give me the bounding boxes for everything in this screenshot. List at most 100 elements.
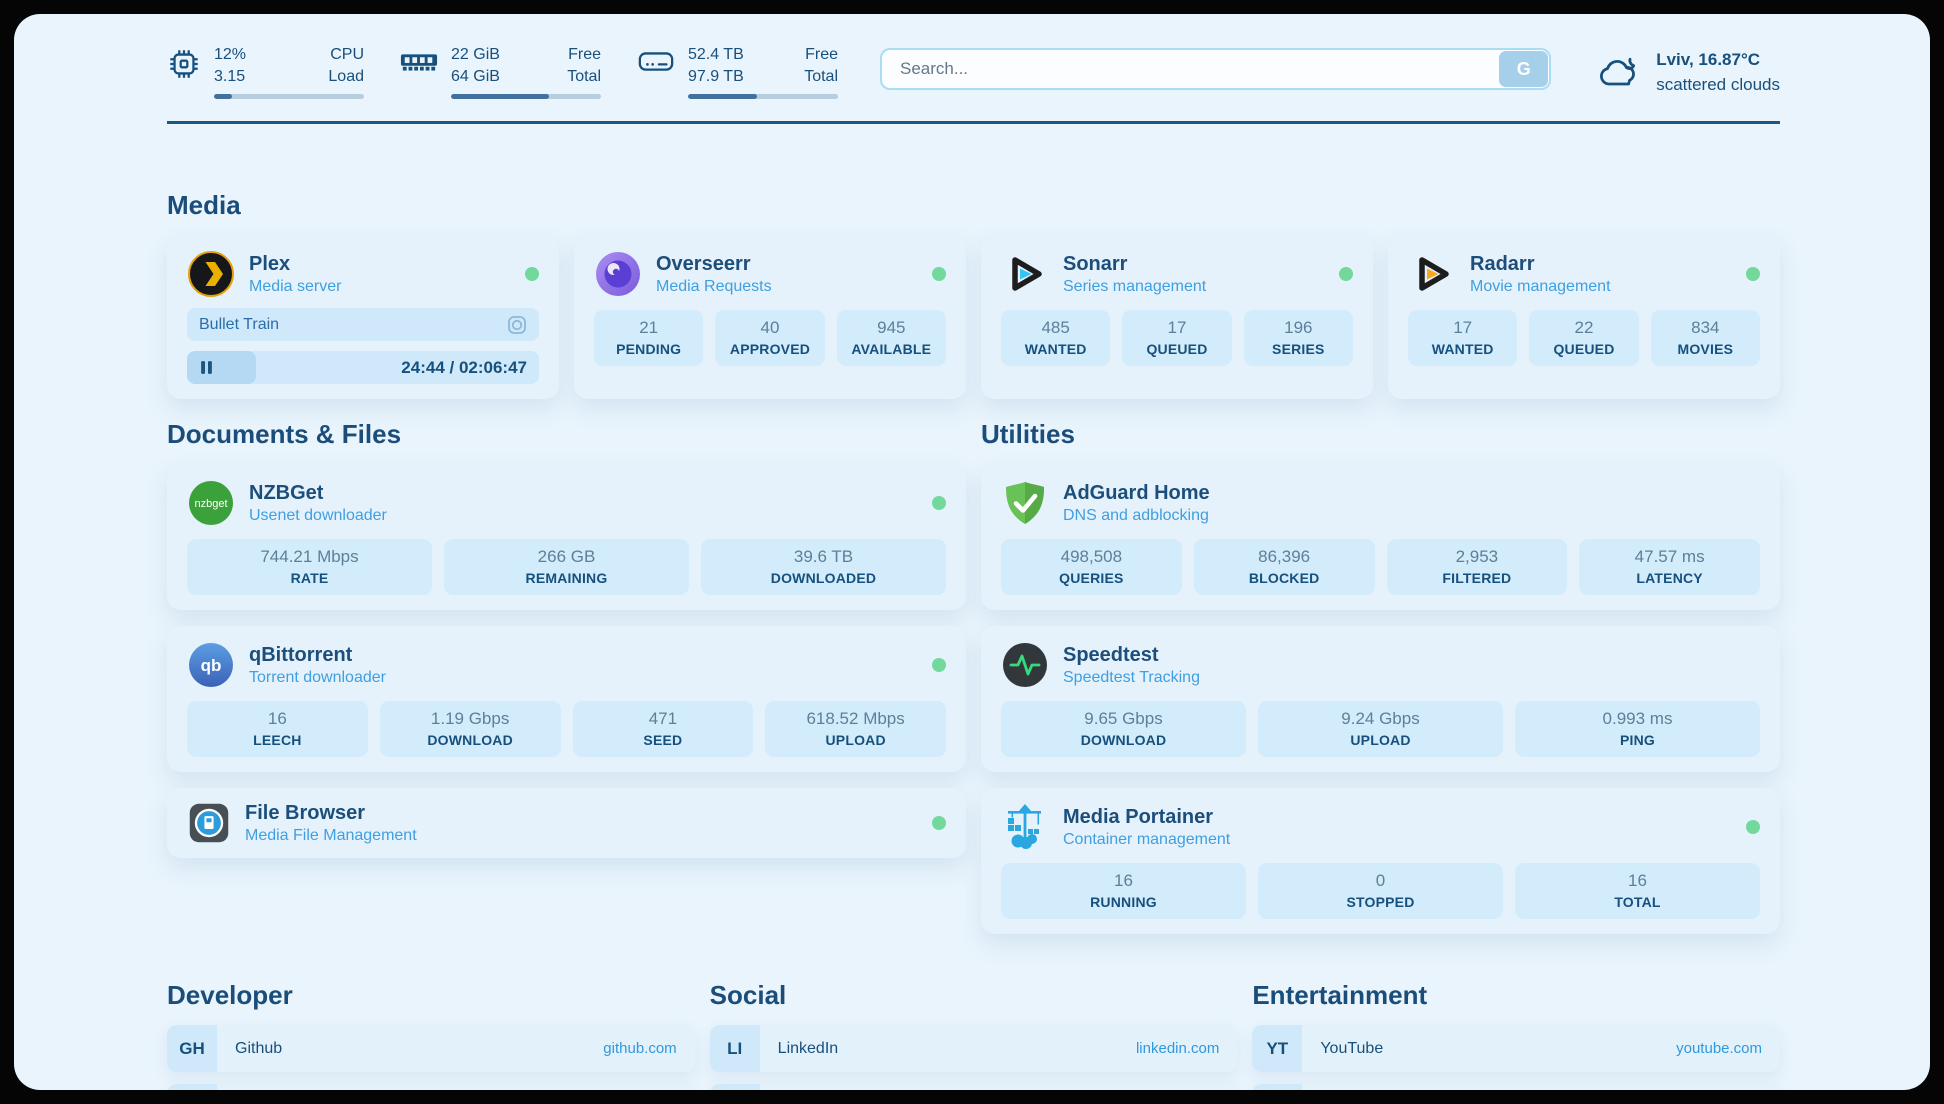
speedtest-title: Speedtest (1063, 643, 1159, 666)
bookmark-github[interactable]: GH Github github.com (167, 1025, 695, 1073)
filebrowser-subtitle: Media File Management (245, 826, 417, 844)
radarr-icon (1419, 257, 1449, 291)
cpu-progress-fill (214, 94, 232, 100)
bookmark-twitter[interactable]: TW Twitter twitter.com (709, 1084, 1238, 1090)
sonarr-stat-queued: 17 QUEUED (1122, 310, 1232, 367)
entertainment-column: Entertainment YT YouTube youtube.com NF … (1252, 934, 1781, 1090)
nzbget-stat-remaining: 266 GB REMAINING (444, 539, 689, 596)
bookmark-linkedin[interactable]: LI LinkedIn linkedin.com (709, 1025, 1238, 1073)
weather-condition: scattered clouds (1656, 74, 1780, 94)
ram-free-label: Free (568, 46, 601, 63)
overseerr-stat-approved: 40 APPROVED (715, 310, 825, 367)
radarr-status-dot (1746, 267, 1760, 282)
utilities-column: Utilities AdGuard Home DNS and adblockin… (981, 399, 1780, 935)
nzbget-card[interactable]: nzbget NZBGet Usenet downloader 744.21 M… (167, 464, 966, 611)
plex-now-playing: Bullet Train (187, 308, 539, 342)
adguard-stat-blocked: 86,396 BLOCKED (1193, 539, 1375, 596)
filebrowser-icon (189, 803, 229, 843)
pause-icon[interactable] (199, 360, 214, 375)
bookmark-stackoverflow[interactable]: SO StackOverflow stackoverflow.com (167, 1084, 695, 1090)
qbittorrent-title: qBittorrent (249, 643, 353, 666)
header-divider (167, 121, 1780, 125)
cpu-stat: 12% 3.15 CPU Load (167, 44, 364, 100)
cpu-load-value: 3.15 (214, 67, 246, 85)
youtube-badge: YT (1252, 1025, 1303, 1073)
plex-status-dot (525, 267, 539, 282)
section-heading-social: Social (709, 980, 787, 1011)
media-cards-row: Plex Media server Bullet Train (167, 235, 1780, 400)
section-heading-media: Media (167, 190, 241, 221)
plex-playback-time: 24:44 / 02:06:47 (401, 357, 527, 377)
header: 12% 3.15 CPU Load (14, 14, 1930, 100)
disk-total-value: 97.9 TB (688, 67, 744, 85)
disk-icon (638, 52, 674, 71)
portainer-card[interactable]: Media Portainer Container management 16 … (981, 788, 1780, 935)
portainer-title: Media Portainer (1063, 805, 1214, 828)
plex-progress-bar[interactable]: 24:44 / 02:06:47 (187, 351, 539, 385)
cpu-progress-track (214, 94, 364, 100)
adguard-card[interactable]: AdGuard Home DNS and adblocking 498,508 … (981, 464, 1780, 611)
qbittorrent-card[interactable]: qb qBittorrent Torrent downloader 16 LEE… (167, 626, 966, 773)
qbittorrent-stat-download: 1.19 Gbps DOWNLOAD (379, 701, 561, 758)
qbittorrent-icon: qb (189, 643, 233, 688)
ram-total-label: Total (567, 67, 601, 85)
disk-progress-track (688, 94, 838, 100)
adguard-subtitle: DNS and adblocking (1063, 506, 1209, 524)
linkedin-url[interactable]: linkedin.com (1135, 1040, 1220, 1058)
ram-stat: 22 GiB 64 GiB Free Total (400, 44, 601, 100)
radarr-stat-movies: 834 MOVIES (1650, 310, 1760, 367)
radarr-subtitle: Movie management (1470, 277, 1611, 295)
plex-title: Plex (249, 252, 291, 275)
adguard-icon (1006, 482, 1044, 525)
dashboard-panel: 12% 3.15 CPU Load (14, 14, 1930, 1090)
overseerr-stat-pending: 21 PENDING (594, 310, 704, 367)
search-input[interactable] (880, 48, 1552, 90)
filebrowser-status-dot (932, 816, 946, 831)
linkedin-badge: LI (709, 1025, 760, 1073)
filebrowser-title: File Browser (245, 801, 366, 824)
section-heading-documents: Documents & Files (167, 419, 402, 450)
overseerr-stat-available: 945 AVAILABLE (836, 310, 946, 367)
documents-column: Documents & Files nzbget NZBGet Usenet d… (167, 399, 966, 934)
speedtest-card[interactable]: Speedtest Speedtest Tracking 9.65 Gbps D… (981, 626, 1780, 773)
section-heading-developer: Developer (167, 980, 293, 1011)
sonarr-status-dot (1339, 267, 1353, 282)
plex-subtitle: Media server (249, 277, 342, 295)
overseerr-card[interactable]: Overseerr Media Requests 21 PENDING 40 A… (574, 235, 966, 400)
filebrowser-card[interactable]: File Browser Media File Management (167, 788, 966, 859)
disk-free-label: Free (805, 46, 838, 63)
sonarr-stat-wanted: 485 WANTED (1001, 310, 1111, 367)
nzbget-stat-downloaded: 39.6 TB DOWNLOADED (701, 539, 946, 596)
sonarr-icon (1012, 257, 1042, 291)
sonarr-subtitle: Series management (1063, 277, 1207, 295)
radarr-stat-queued: 22 QUEUED (1529, 310, 1639, 367)
developer-column: Developer GH Github github.com SO StackO… (167, 934, 695, 1090)
twitter-badge: TW (709, 1084, 760, 1090)
qbittorrent-stat-leech: 16 LEECH (187, 701, 368, 758)
svg-text:qb: qb (201, 656, 222, 675)
bookmark-youtube[interactable]: YT YouTube youtube.com (1252, 1025, 1781, 1073)
plex-card[interactable]: Plex Media server Bullet Train (167, 235, 559, 400)
plex-icon (188, 251, 234, 298)
speedtest-stat-download: 9.65 Gbps DOWNLOAD (1001, 701, 1246, 758)
github-url[interactable]: github.com (603, 1040, 677, 1058)
overseerr-subtitle: Media Requests (656, 277, 772, 295)
speedtest-subtitle: Speedtest Tracking (1063, 668, 1200, 686)
radarr-card[interactable]: Radarr Movie management 17 WANTED 22 QUE… (1388, 235, 1780, 400)
bookmark-netflix[interactable]: NF Netflix netflix.com (1252, 1084, 1781, 1090)
youtube-url[interactable]: youtube.com (1676, 1040, 1763, 1058)
section-heading-utilities: Utilities (981, 419, 1075, 450)
portainer-stat-running: 16 RUNNING (1001, 863, 1246, 920)
search-engine-button[interactable]: G (1499, 51, 1549, 87)
nzbget-stat-rate: 744.21 Mbps RATE (187, 539, 432, 596)
qbittorrent-status-dot (932, 658, 946, 673)
nzbget-status-dot (932, 496, 946, 511)
adguard-title: AdGuard Home (1063, 481, 1210, 504)
portainer-stat-stopped: 0 STOPPED (1258, 863, 1503, 920)
video-icon (508, 315, 526, 334)
svg-text:nzbget: nzbget (194, 498, 227, 510)
nzbget-subtitle: Usenet downloader (249, 506, 387, 524)
cloud-icon (1600, 57, 1636, 86)
adguard-stat-latency: 47.57 ms LATENCY (1579, 539, 1760, 596)
sonarr-card[interactable]: Sonarr Series management 485 WANTED 17 Q… (981, 235, 1373, 400)
